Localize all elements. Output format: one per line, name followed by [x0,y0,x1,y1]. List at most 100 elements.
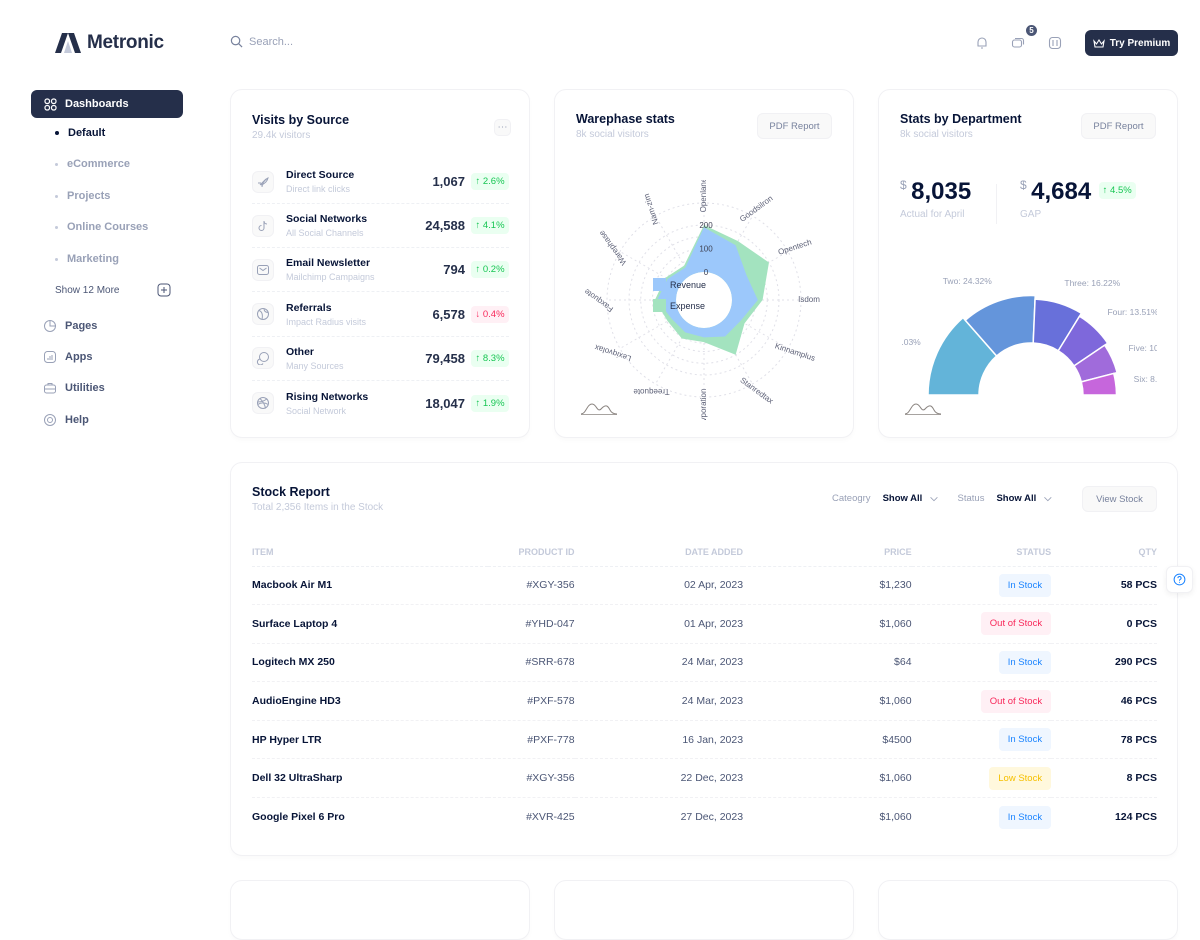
chevron-down-icon: ⌵ [1044,493,1052,504]
item-name: Logitech MX 250 [252,643,488,683]
item-name: AudioEngine HD3 [252,681,488,721]
sidebar-item-label: Apps [65,351,93,363]
status-filter-select[interactable]: Show All ⌵ [996,493,1051,504]
stock-report-card: Stock Report Total 2,356 Items in the St… [230,462,1178,856]
card-subtitle: Total 2,356 Items in the Stock [252,502,384,513]
source-value: 79,458 [425,350,465,366]
price: $1,060 [743,758,912,799]
column-header[interactable]: QTY [1051,539,1157,567]
table-row[interactable]: Macbook Air M1 #XGY-356 02 Apr, 2023 $1,230… [252,566,1157,606]
date-added: 02 Apr, 2023 [574,566,744,606]
source-value: 794 [443,262,465,278]
pdf-report-button[interactable]: PDF Report [1081,113,1156,139]
source-row[interactable]: Other Many Sources 79,458 ↑ 8.3% [252,337,509,381]
sliders-icon [1048,36,1062,50]
settings-button[interactable] [1045,33,1065,53]
sidebar-item-dashboards[interactable]: Dashboards [31,90,183,118]
legend-label[interactable]: Revenue [670,280,706,290]
sidebar-subitem-ecommerce[interactable]: eCommerce [55,158,130,170]
brand-logo[interactable]: Metronic [55,32,164,54]
status-badge: Low Stock [989,766,1052,790]
currency-symbol: $ [1020,178,1027,192]
price: $1,230 [743,566,912,606]
messages-button[interactable] [1008,33,1028,53]
slice-six [1080,372,1118,396]
sidebar-item-pages[interactable]: Pages [43,319,97,333]
source-row[interactable]: Referrals Impact Radius visits 6,578 ↓ 0.… [252,293,509,337]
category-label: Lexiqvolax [594,343,633,363]
card-subtitle: 8k social visitors [576,129,649,140]
warephase-stats-card: Warephase stats 8k social visitors PDF R… [554,89,854,438]
source-name: Other [286,345,315,358]
date-added: 24 Mar, 2023 [574,643,744,683]
date-added: 01 Apr, 2023 [574,604,744,644]
table-row[interactable]: Surface Laptop 4 #YHD-047 01 Apr, 2023 $1,0… [252,604,1157,644]
source-description: Impact Radius visits [286,316,367,327]
sidebar-subitem-online-courses[interactable]: Online Courses [55,221,148,233]
status: Out of Stock [911,681,1052,721]
search-input[interactable]: Search... [230,35,293,48]
column-header[interactable]: STATUS [911,539,1052,567]
arrow-up-icon: ↑ [475,352,481,364]
source-description: Direct link clicks [286,184,351,194]
product-id: #XVR-425 [526,811,575,824]
legend-label[interactable]: Expense [670,301,705,311]
card-subtitle: 8k social visitors [900,129,973,140]
notifications-button[interactable] [972,33,992,53]
currency-symbol: $ [900,178,907,192]
column-header[interactable]: ITEM [252,539,488,567]
sidebar-subitem-label: Online Courses [67,221,149,233]
table-row[interactable]: Dell 32 UltraSharp #XGY-356 22 Dec, 2023 $1… [252,758,1157,799]
bullet-icon [55,225,58,229]
bottom-card-3 [878,880,1178,940]
sidebar-subitem-label: Default [68,127,106,139]
source-name: Referrals [286,301,332,314]
show-more-button[interactable]: Show 12 More [55,283,171,297]
column-header[interactable]: PRICE [743,539,912,567]
change-value: 1.9% [482,397,505,409]
sidebar-subitem-default[interactable]: Default [55,127,105,139]
product-id: #XGY-356 [487,758,575,799]
item-name: Surface Laptop 4 [252,604,488,644]
view-stock-button[interactable]: View Stock [1082,486,1157,512]
column-header[interactable]: PRODUCT ID [487,539,575,567]
sidebar-item-utilities[interactable]: Utilities [43,381,105,395]
help-button[interactable] [1166,566,1193,593]
change-value: 2.6% [482,176,505,187]
source-row[interactable]: Direct Source Direct link clicks 1,067 ↑ … [252,160,509,204]
table-row[interactable]: AudioEngine HD3 #PXF-578 24 Mar, 2023 $1,06… [252,681,1157,721]
pdf-report-button[interactable]: PDF Report [757,113,832,139]
sms-icon [252,258,274,281]
table-row[interactable]: HP Hyper LTR #PXF-778 16 Jan, 2023 $4500 In … [252,720,1157,760]
bullet-icon [55,194,58,198]
date-added: 24 Mar, 2023 [574,681,744,721]
table-row[interactable]: Logitech MX 250 #SRR-678 24 Mar, 2023 $64 In… [252,643,1157,683]
item-name: Macbook Air M1 [252,566,488,606]
status: Out of Stock [911,604,1052,644]
sidebar-subitem-projects[interactable]: Projects [55,190,110,202]
status: In Stock [911,566,1052,606]
sidebar-subitem-marketing[interactable]: Marketing [55,253,119,265]
source-row[interactable]: Email Newsletter Mailchimp Campaigns 794 … [252,248,509,293]
category-label: Isdom [798,295,820,304]
column-header[interactable]: DATE ADDED [574,539,744,567]
search-placeholder: Search... [249,35,294,48]
source-value: 18,047 [425,395,465,411]
table-row[interactable]: Google Pixel 6 Pro #XVR-425 27 Dec, 2023 $1… [252,798,1157,837]
more-options-button[interactable]: ⋯ [494,119,511,136]
sidebar-item-label: Utilities [65,382,105,394]
category-filter-select[interactable]: Show All ⌵ [883,493,938,504]
quantity: 58 PCS [1051,566,1157,606]
category-filter-label: Cateogry [832,493,871,504]
source-row[interactable]: Rising Networks Social Network 18,047 ↑ 1… [252,381,509,425]
slice-label: Four: 13.51% [1107,307,1157,317]
dots-icon: ⋯ [497,122,508,133]
sidebar-item-apps[interactable]: Apps [43,350,93,364]
source-row[interactable]: Social Networks All Social Channels 24,58… [252,204,509,249]
search-icon [230,35,243,48]
quantity: 8 PCS [1051,758,1157,799]
filters: Cateogry Show All ⌵ Status Show All ⌵ [832,493,1051,504]
status-badge: In Stock [998,650,1052,674]
try-premium-button[interactable]: Try Premium [1085,30,1178,56]
sidebar-item-help[interactable]: Help [43,413,89,427]
